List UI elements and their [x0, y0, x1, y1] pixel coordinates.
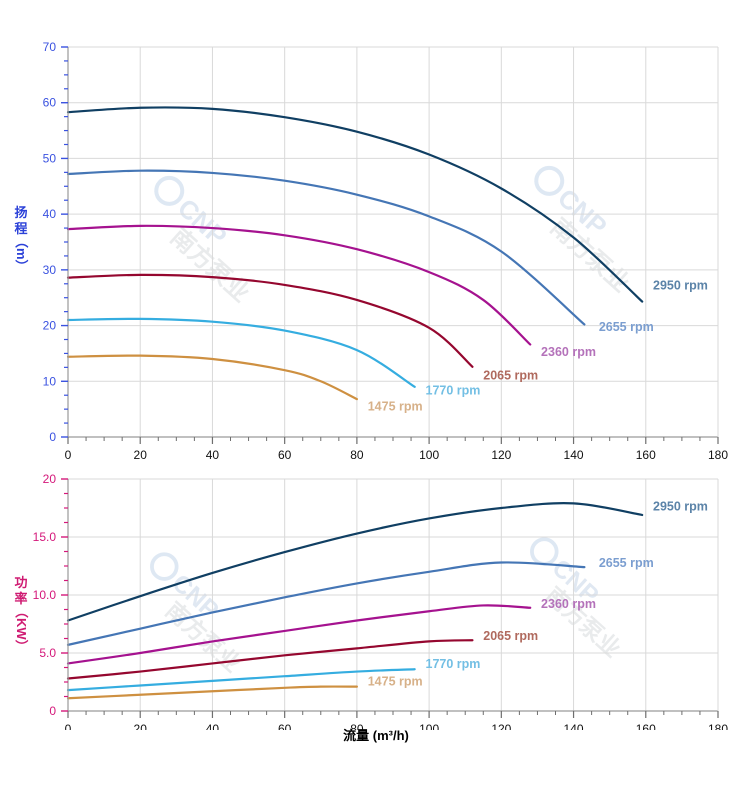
x-tick-label: 180: [708, 448, 728, 462]
y-tick-label: 0: [49, 704, 56, 718]
curve-2950-rpm: [66, 502, 644, 622]
x-tick-label: 40: [206, 722, 220, 730]
x-tick-label: 140: [564, 448, 584, 462]
curve-2360-rpm: [66, 224, 532, 346]
curve-2655-rpm: [66, 169, 586, 326]
x-tick-label: 80: [350, 722, 364, 730]
y-tick-label: 10.0: [33, 588, 57, 602]
head-axis-title-unit: （m）: [14, 235, 29, 273]
x-tick-label: 160: [636, 448, 656, 462]
x-tick-label: 140: [564, 722, 584, 730]
power-axis-title: 功 率 （KW）: [8, 575, 34, 653]
head-axis-title: 扬 程 （m）: [8, 205, 34, 273]
curve-2950-rpm: [66, 106, 644, 303]
curve-group: [66, 502, 644, 700]
x-tick-label: 120: [491, 448, 511, 462]
series-label-2360-rpm: 2360 rpm: [541, 597, 596, 611]
curve-2360-rpm: [66, 604, 532, 665]
x-tick-label: 160: [636, 722, 656, 730]
x-tick-label: 20: [134, 722, 148, 730]
power-axis-title-char-0: 功: [14, 575, 28, 590]
power-axis-title-unit: （KW）: [14, 605, 29, 653]
curve-1770-rpm: [66, 668, 416, 692]
x-tick-label: 180: [708, 722, 728, 730]
series-label-1475-rpm: 1475 rpm: [368, 399, 423, 413]
head-axis-title-char-0: 扬: [14, 205, 28, 220]
y-tick-label: 20: [43, 319, 57, 333]
series-label-2065-rpm: 2065 rpm: [483, 369, 538, 383]
x-tick-label: 120: [491, 722, 511, 730]
y-tick-label: 30: [43, 263, 57, 277]
cnp-logo-icon: [530, 537, 559, 566]
x-tick-label: 80: [350, 448, 364, 462]
curve-group: [66, 106, 644, 401]
curve-1475-rpm: [66, 354, 358, 401]
x-tick-label: 0: [65, 448, 72, 462]
curve-2065-rpm: [66, 273, 474, 368]
axes: 0 20 40 60 80 100 120 140 160 180 0 10 20 30 40 50 60 70: [43, 40, 729, 462]
series-label-2950-rpm: 2950 rpm: [653, 499, 708, 513]
series-label-1770-rpm: 1770 rpm: [426, 657, 481, 671]
x-tick-label: 60: [278, 722, 292, 730]
curve-2655-rpm: [66, 561, 586, 646]
y-tick-label: 50: [43, 151, 57, 165]
x-tick-label: 100: [419, 448, 439, 462]
curve-1475-rpm: [66, 685, 358, 700]
x-tick-label: 40: [206, 448, 220, 462]
power-axis-title-char-1: 率: [14, 591, 28, 606]
y-tick-label: 0: [49, 430, 56, 444]
cnp-logo-icon: [154, 175, 185, 206]
y-tick-label: 20: [43, 472, 57, 486]
series-label-1475-rpm: 1475 rpm: [368, 674, 423, 688]
y-tick-label: 5.0: [39, 646, 56, 660]
series-label-2065-rpm: 2065 rpm: [483, 629, 538, 643]
head-axis-title-char-1: 程: [14, 221, 28, 236]
y-tick-label: 40: [43, 207, 57, 221]
cnp-logo-icon: [534, 165, 565, 196]
series-label-1770-rpm: 1770 rpm: [426, 384, 481, 398]
power-curve-chart: 功 率 （KW） CNP 南方泵业 CNP 南方泵业 2950 rpm 2655 rpm 2…: [0, 470, 752, 760]
curve-2065-rpm: [66, 639, 474, 680]
x-tick-label: 20: [134, 448, 148, 462]
series-label-2655-rpm: 2655 rpm: [599, 320, 654, 334]
series-label-2950-rpm: 2950 rpm: [653, 278, 708, 292]
curve-1770-rpm: [66, 317, 416, 388]
cnp-logo-icon: [150, 552, 179, 581]
series-label-2655-rpm: 2655 rpm: [599, 556, 654, 570]
y-tick-label: 10: [43, 374, 57, 388]
y-tick-label: 15.0: [33, 530, 57, 544]
y-tick-label: 60: [43, 96, 57, 110]
x-axis-title: 流量 (m³/h): [343, 728, 409, 743]
x-tick-label: 100: [419, 722, 439, 730]
head-curve-chart: 扬 程 （m） CNP 南方泵业 CNP 南方泵业 2950 rpm 2655 rpm 23…: [8, 40, 729, 462]
x-tick-label: 60: [278, 448, 292, 462]
series-label-2360-rpm: 2360 rpm: [541, 345, 596, 359]
x-tick-label: 0: [65, 722, 72, 730]
y-tick-label: 70: [43, 40, 57, 54]
axes: 0 20 40 60 80 100 120 140 160 180 0 5.0 10.0 15.0 20: [33, 472, 729, 730]
